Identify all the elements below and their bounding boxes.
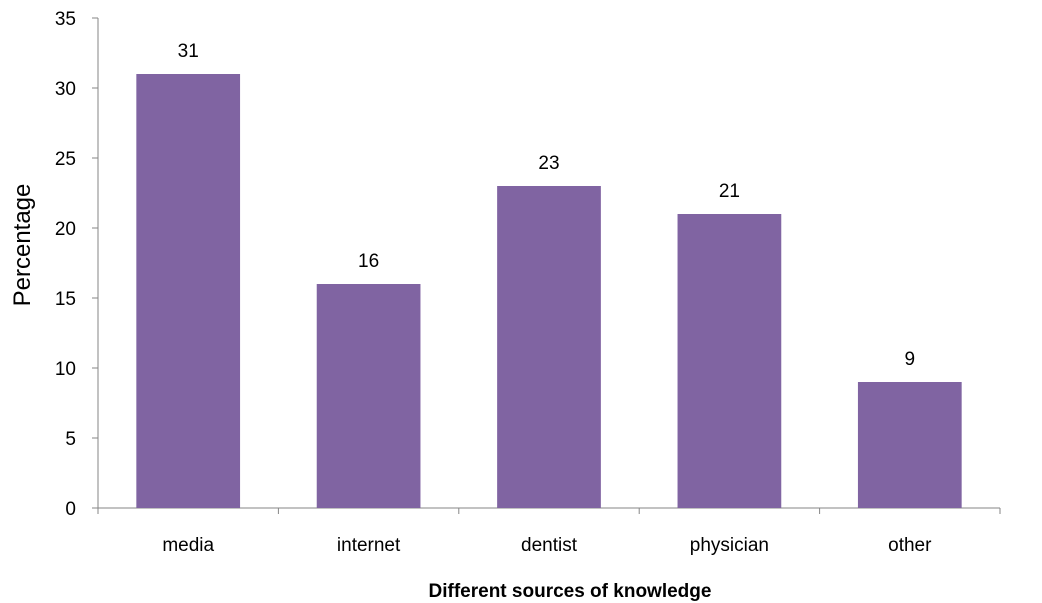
y-axis-title: Percentage <box>9 184 36 307</box>
data-label: 16 <box>358 251 379 272</box>
data-label: 21 <box>719 181 740 202</box>
y-tick-label: 20 <box>55 219 76 240</box>
y-tick-label: 5 <box>65 429 76 450</box>
x-tick-label: internet <box>337 535 401 556</box>
bar-physician <box>677 214 782 508</box>
data-label: 9 <box>905 349 916 370</box>
y-tick-label: 25 <box>55 149 76 170</box>
data-labels: 31 16 23 21 9 <box>178 41 915 370</box>
x-axis: media internet dentist physician other <box>97 507 1001 556</box>
x-tick-label: other <box>888 535 932 556</box>
x-tick-label: media <box>162 535 214 556</box>
x-tick-label: physician <box>690 535 769 556</box>
bar-dentist <box>497 186 601 508</box>
x-axis-title: Different sources of knowledge <box>429 581 712 602</box>
x-tick-label: dentist <box>521 535 578 556</box>
y-tick-label: 15 <box>55 289 76 310</box>
bars <box>136 74 962 508</box>
y-tick-label: 35 <box>55 9 76 30</box>
data-label: 23 <box>538 153 559 174</box>
y-tick-label: 10 <box>55 359 76 380</box>
bar-media <box>136 74 241 508</box>
y-tick-label: 0 <box>65 499 76 520</box>
bar-other <box>857 382 962 508</box>
y-axis: 0 5 10 15 20 25 30 35 <box>55 9 99 520</box>
y-tick-label: 30 <box>55 79 76 100</box>
bar-internet <box>316 284 421 508</box>
data-label: 31 <box>178 41 199 62</box>
